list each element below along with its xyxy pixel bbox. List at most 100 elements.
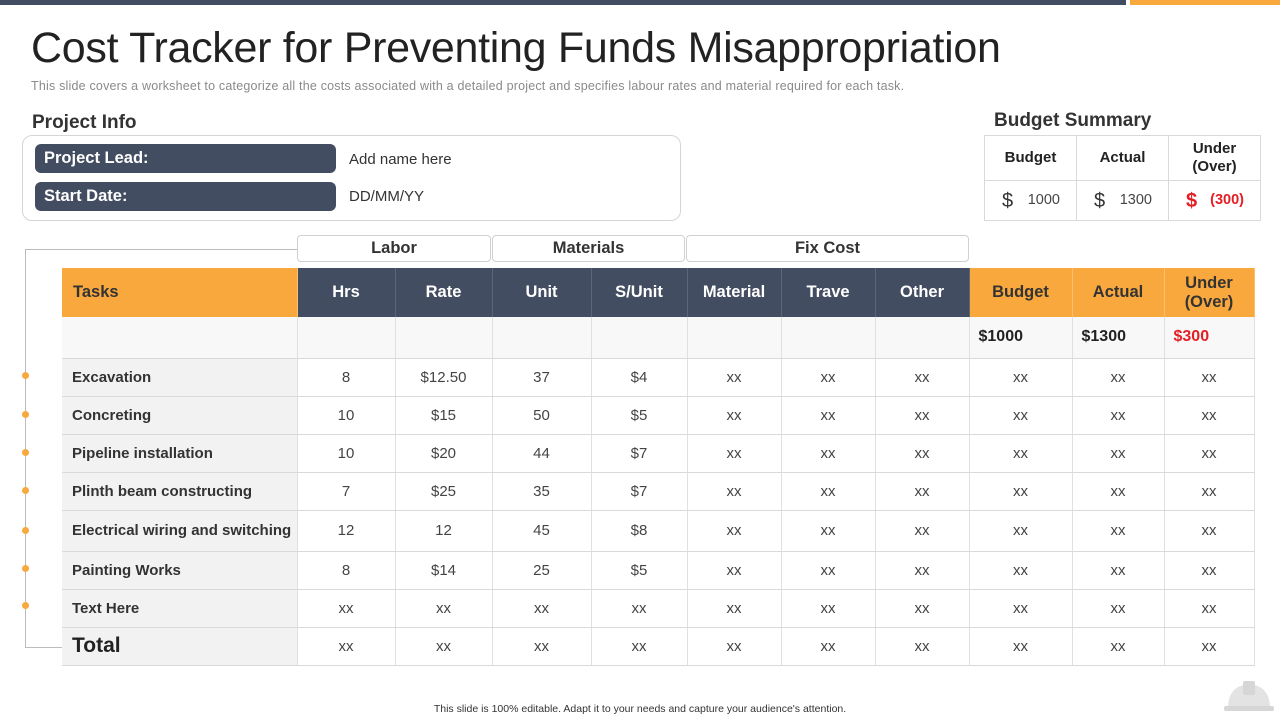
column-header-actual: Actual (1072, 268, 1165, 317)
table-cell: xx (875, 396, 970, 435)
group-header-labor: Labor (297, 235, 491, 262)
actual-total: $1300 (1072, 317, 1165, 359)
table-cell: xx (781, 589, 876, 628)
table-cell: xx (1072, 472, 1165, 511)
column-header-material: Material (687, 268, 782, 317)
table-row: Excavation 8 $12.50 37 $4 xx xx xx xx xx xx (62, 358, 1255, 397)
table-cell: 37 (492, 358, 592, 397)
bracket-line (25, 249, 297, 250)
table-header-row: Tasks Hrs Rate Unit S/Unit Material Trav… (62, 268, 1255, 317)
table-cell: xx (1072, 551, 1165, 590)
table-cell (875, 317, 970, 359)
table-cell: xx (1072, 396, 1165, 435)
table-row: Text Here xx xx xx xx xx xx xx xx xx xx (62, 589, 1255, 628)
table-cell: xx (297, 627, 396, 666)
table-cell: $25 (395, 472, 493, 511)
table-cell: $5 (591, 396, 688, 435)
column-header-tasks: Tasks (62, 268, 298, 317)
table-cell: xx (969, 551, 1073, 590)
table-cell: xx (1164, 472, 1255, 511)
top-bar-dark (0, 0, 1126, 5)
table-cell: xx (875, 434, 970, 473)
column-header-hrs: Hrs (297, 268, 396, 317)
table-cell: xx (687, 510, 782, 552)
totals-row: $1000 $1300 $300 (62, 317, 1255, 359)
table-cell: xx (969, 627, 1073, 666)
project-info-heading: Project Info (32, 112, 137, 133)
page-subtitle: This slide covers a worksheet to categor… (31, 79, 905, 93)
table-cell: xx (395, 589, 493, 628)
table-cell (687, 317, 782, 359)
table-cell: xx (591, 627, 688, 666)
table-cell (781, 317, 876, 359)
table-cell: $15 (395, 396, 493, 435)
table-row: Total xx xx xx xx xx xx xx xx xx xx (62, 627, 1255, 666)
table-cell: xx (1072, 627, 1165, 666)
table-cell: xx (687, 589, 782, 628)
helmet-icon (1224, 681, 1274, 711)
table-cell: xx (1164, 627, 1255, 666)
project-lead-label: Project Lead: (35, 144, 336, 173)
table-cell: xx (781, 434, 876, 473)
table-cell: xx (969, 396, 1073, 435)
table-cell: 35 (492, 472, 592, 511)
table-cell (395, 317, 493, 359)
table-cell (297, 317, 396, 359)
table-cell: xx (1164, 551, 1255, 590)
table-cell: $8 (591, 510, 688, 552)
table-cell: $7 (591, 434, 688, 473)
column-header-other: Other (875, 268, 970, 317)
table-cell: xx (969, 358, 1073, 397)
dollar-sign: $ (1094, 190, 1106, 212)
project-lead-value[interactable]: Add name here (349, 151, 452, 168)
column-header-under-over: Under (Over) (1164, 268, 1255, 317)
under-over-total: $300 (1164, 317, 1255, 359)
table-cell: xx (687, 551, 782, 590)
bracket-line (25, 647, 62, 648)
column-header-s-unit: S/Unit (591, 268, 688, 317)
table-cell: 45 (492, 510, 592, 552)
table-cell: xx (875, 589, 970, 628)
table-row: Painting Works 8 $14 25 $5 xx xx xx xx xx xx (62, 551, 1255, 590)
group-header-materials: Materials (492, 235, 685, 262)
bullet-dot (22, 487, 29, 494)
column-header-budget: Budget (969, 268, 1073, 317)
table-cell: 10 (297, 396, 396, 435)
bracket-line (25, 249, 26, 647)
table-cell: xx (1164, 510, 1255, 552)
bullet-dot (22, 565, 29, 572)
table-cell: xx (969, 510, 1073, 552)
bullet-dot (22, 411, 29, 418)
summary-value-row: $ 1000 $ 1300 $ (300) (984, 180, 1261, 221)
summary-actual-value: 1300 (1119, 192, 1152, 208)
table-cell: xx (1164, 434, 1255, 473)
table-cell: xx (395, 627, 493, 666)
top-bar-accent (1130, 0, 1280, 5)
table-cell: xx (687, 358, 782, 397)
table-cell: xx (297, 589, 396, 628)
footer-note: This slide is 100% editable. Adapt it to… (433, 703, 847, 715)
table-cell: xx (687, 396, 782, 435)
table-cell: $20 (395, 434, 493, 473)
table-row: Concreting 10 $15 50 $5 xx xx xx xx xx xx (62, 396, 1255, 435)
task-name: Pipeline installation (62, 434, 298, 473)
summary-under-over-value: (300) (1210, 192, 1244, 208)
task-name: Concreting (62, 396, 298, 435)
start-date-value[interactable]: DD/MM/YY (349, 188, 424, 205)
table-cell: 8 (297, 358, 396, 397)
table-cell: 7 (297, 472, 396, 511)
budget-total: $1000 (969, 317, 1073, 359)
summary-header-actual: Actual (1076, 135, 1169, 181)
column-header-rate: Rate (395, 268, 493, 317)
table-cell: 25 (492, 551, 592, 590)
table-cell: xx (492, 627, 592, 666)
table-cell: xx (1164, 589, 1255, 628)
table-cell (492, 317, 592, 359)
table-cell: xx (969, 589, 1073, 628)
table-cell: 50 (492, 396, 592, 435)
table-cell: 10 (297, 434, 396, 473)
table-cell: xx (875, 358, 970, 397)
table-row: Plinth beam constructing 7 $25 35 $7 xx xx xx xx… (62, 472, 1255, 511)
task-name: Text Here (62, 589, 298, 628)
table-cell: 12 (395, 510, 493, 552)
